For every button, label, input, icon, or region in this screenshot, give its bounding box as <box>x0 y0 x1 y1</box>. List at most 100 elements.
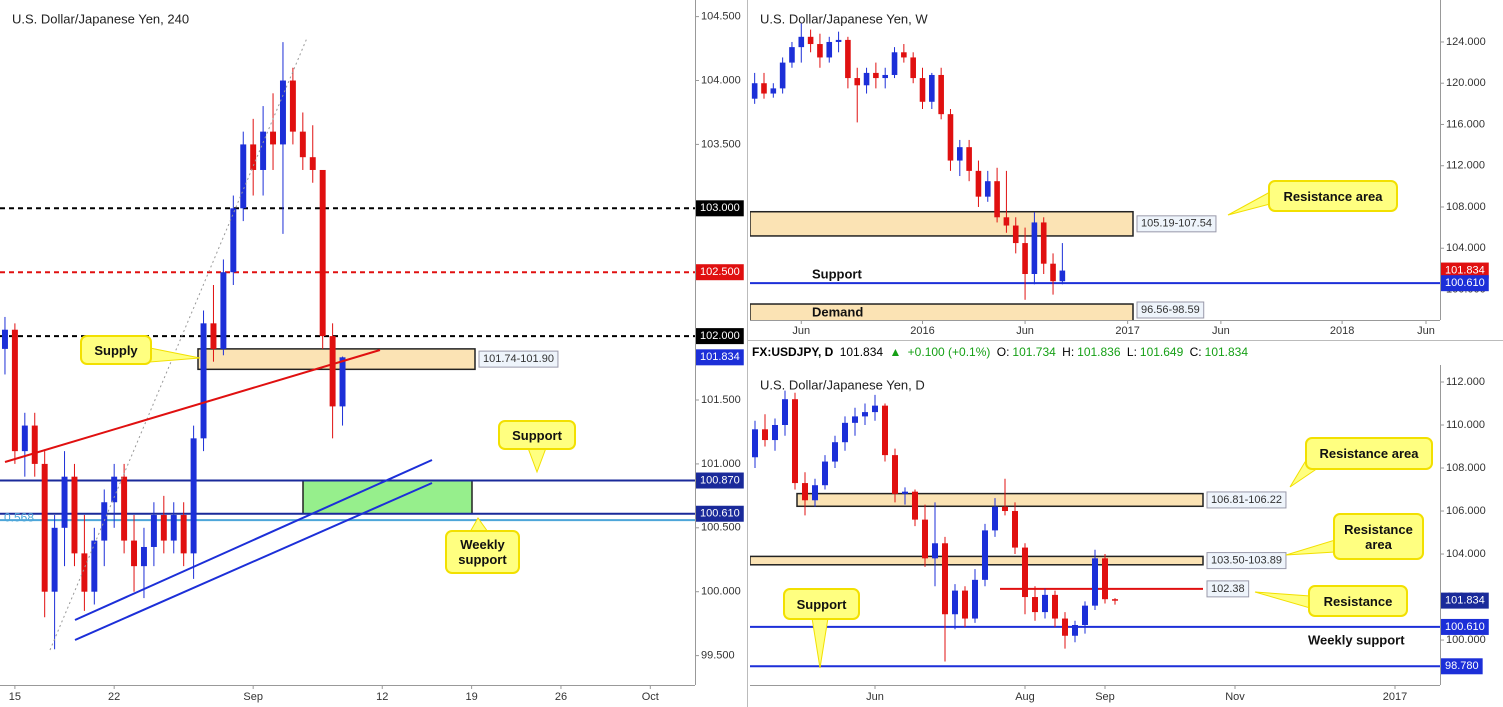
price-tag-box <box>696 264 744 281</box>
candle-body <box>260 131 267 170</box>
x-tick-label: Sep <box>1095 691 1115 703</box>
ohlc-value: 101.649 <box>1139 345 1184 359</box>
candle-body <box>339 357 346 407</box>
candle-body <box>1102 558 1108 600</box>
price-tag-box <box>1441 658 1483 675</box>
x-tick-label: Jun <box>866 691 884 703</box>
candle-body <box>845 39 851 79</box>
candle-body <box>807 36 814 45</box>
candle-body <box>761 83 767 94</box>
x-tick-label: 2017 <box>1115 325 1139 337</box>
candle-body <box>41 463 48 592</box>
candle-body <box>992 506 998 531</box>
candle-body <box>1022 547 1028 598</box>
candle-body <box>1052 594 1058 619</box>
candle-body <box>762 429 768 441</box>
candle-body <box>929 74 935 102</box>
last-price: 101.834 <box>839 345 884 359</box>
candle-body <box>798 36 805 48</box>
y-tick-label: 100.000 <box>1446 634 1486 646</box>
candle-body <box>200 323 207 439</box>
candle-body <box>862 412 868 417</box>
candle-body <box>299 131 306 158</box>
candle-body <box>11 329 18 452</box>
symbol-info-bar: FX:USDJPY, D 101.834 ▲ +0.100 (+0.1%) O:… <box>752 345 1251 359</box>
price-tag: 102.500 <box>700 266 740 278</box>
x-tick-label: Jun <box>792 325 810 337</box>
price-tag: 101.834 <box>1445 264 1485 276</box>
candle-body <box>210 323 217 349</box>
y-tick-label: 104.000 <box>701 74 741 86</box>
candle-body <box>121 476 128 541</box>
x-tick-label: 26 <box>555 691 567 703</box>
candle-body <box>952 590 958 615</box>
y-tick-label: 106.000 <box>1446 505 1486 517</box>
price-tag-box <box>696 472 744 489</box>
price-tag: 100.870 <box>700 474 740 486</box>
zone-label-box <box>1136 301 1205 319</box>
y-tick-label: 108.000 <box>1446 462 1486 474</box>
y-tick-label: 104.000 <box>1446 548 1486 560</box>
y-tick-label: 112.000 <box>1446 160 1485 172</box>
candle-body <box>21 425 28 452</box>
candle-body <box>984 181 991 197</box>
ohlc-label: H: <box>1062 345 1075 359</box>
candle-body <box>1012 511 1018 548</box>
candle-body <box>982 530 988 580</box>
candle-body <box>160 515 167 541</box>
change: +0.100 (+0.1%) <box>907 345 991 359</box>
x-tick-label: Jun <box>1016 325 1034 337</box>
candle-body <box>111 476 118 503</box>
level-label-box <box>1206 580 1250 598</box>
candle-body <box>891 52 898 75</box>
x-tick-label: 19 <box>465 691 477 703</box>
chart-title: U.S. Dollar/Japanese Yen, W <box>760 11 928 26</box>
ohlc-value: 101.836 <box>1077 345 1121 359</box>
candle-body <box>772 425 778 441</box>
candle-body <box>1032 597 1038 613</box>
price-tag-box <box>1441 262 1489 279</box>
candle-body <box>802 483 808 501</box>
price-tag: 102.000 <box>700 330 740 342</box>
candle-body <box>230 208 237 273</box>
plot-area <box>750 390 1440 668</box>
y-tick-label: 99.500 <box>701 650 735 662</box>
candle-body <box>140 546 147 567</box>
x-tick-label: Jun <box>1417 325 1435 337</box>
candle-body <box>1031 222 1038 275</box>
candle-body <box>1112 599 1118 601</box>
candle-body <box>751 83 758 99</box>
plot-area <box>0 42 695 650</box>
y-tick-label: 108.000 <box>1446 201 1486 213</box>
x-tick-label: 2017 <box>1383 691 1407 703</box>
candle-body <box>932 543 938 559</box>
candle-body <box>779 62 786 89</box>
candle-body <box>892 455 898 494</box>
ohlc-value: 101.834 <box>1204 345 1249 359</box>
candle-body <box>919 78 926 102</box>
drawings: Support Demand Weekly support <box>4 37 1405 669</box>
candle-body <box>81 553 88 592</box>
callout: Weekly support <box>445 530 520 574</box>
candle-body <box>61 476 68 528</box>
candle-body <box>319 169 326 337</box>
candle-body <box>1072 625 1078 636</box>
callout: Resistance area <box>1268 180 1398 212</box>
candle-body <box>1092 558 1098 606</box>
x-tick-label: Oct <box>642 691 659 703</box>
candle-body <box>901 52 907 58</box>
candle-body <box>882 74 888 79</box>
candle-body <box>1042 594 1048 613</box>
y-tick-label: 100.500 <box>701 522 741 534</box>
ohlc-label: C: <box>1189 345 1202 359</box>
candle-body <box>942 543 948 615</box>
candle-body <box>842 422 848 443</box>
candle-body <box>962 590 968 619</box>
x-tick-label: Nov <box>1225 691 1245 703</box>
candle-body <box>329 336 336 407</box>
candle-body <box>91 540 98 592</box>
candle-body <box>309 157 316 170</box>
candle-body <box>910 57 916 79</box>
price-tag-box <box>1441 618 1489 635</box>
ohlc-value: 101.734 <box>1012 345 1056 359</box>
